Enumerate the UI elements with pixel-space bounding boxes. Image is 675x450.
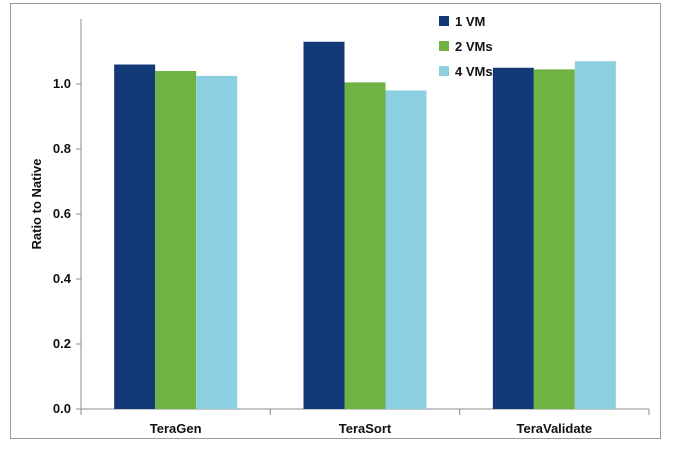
legend-label: 2 VMs	[455, 39, 493, 54]
legend-swatch	[439, 66, 449, 76]
y-tick-label: 0.6	[53, 206, 71, 221]
y-tick-label: 1.0	[53, 76, 71, 91]
x-category-label: TeraSort	[339, 421, 392, 436]
bar-teragen-2	[196, 75, 238, 409]
y-axis-title: Ratio to Native	[29, 158, 44, 249]
bar-terasort-1	[344, 82, 386, 409]
y-tick-label: 0.8	[53, 141, 71, 156]
chart-frame: 0.0 0.2 0.4 0.6 0.8 1.0 TeraGen TeraSort TeraVal…	[10, 3, 661, 439]
legend-swatch	[439, 16, 449, 26]
bar-terasort-0	[303, 41, 345, 409]
bar-teravalidate-1	[533, 69, 575, 409]
bar-teragen-1	[155, 71, 197, 409]
bar-teragen-0	[114, 64, 156, 409]
legend-swatch	[439, 41, 449, 51]
plot-area: 0.0 0.2 0.4 0.6 0.8 1.0 TeraGen TeraSort TeraVal…	[53, 14, 650, 436]
x-category-label: TeraValidate	[517, 421, 593, 436]
bar-teravalidate-2	[574, 61, 616, 409]
legend-label: 1 VM	[455, 14, 485, 29]
bar-teravalidate-0	[492, 67, 534, 409]
legend-label: 4 VMs	[455, 64, 493, 79]
x-category-label: TeraGen	[150, 421, 202, 436]
y-tick-label: 0.4	[53, 271, 72, 286]
bar-chart: 0.0 0.2 0.4 0.6 0.8 1.0 TeraGen TeraSort TeraVal…	[29, 14, 650, 436]
y-tick-label: 0.0	[53, 401, 71, 416]
bar-terasort-2	[385, 90, 427, 409]
y-tick-label: 0.2	[53, 336, 71, 351]
